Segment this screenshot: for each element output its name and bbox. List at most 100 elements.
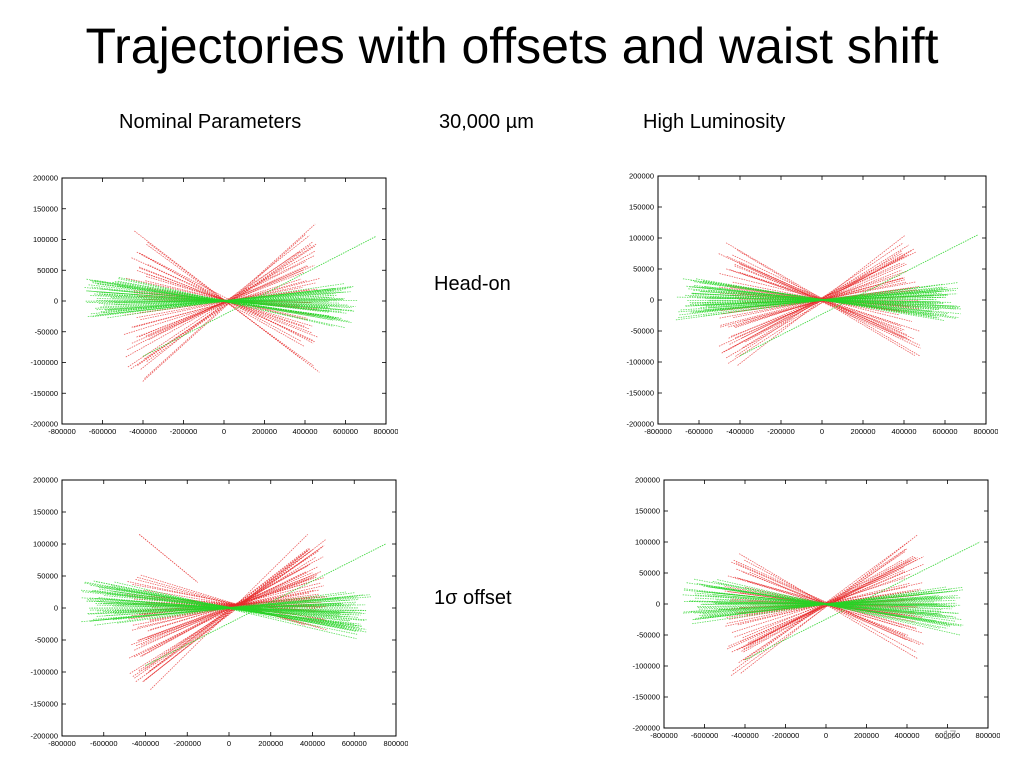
trajectory-line [96,604,356,612]
trajectory-line [709,290,942,309]
x-tick-label: -400000 [726,427,754,436]
trajectory-line [727,250,903,364]
x-tick-label: 400000 [292,427,317,436]
trajectory-line [725,249,913,359]
trajectory-line [719,273,912,322]
y-tick-label: 50000 [639,569,660,578]
trajectory-line [694,281,957,319]
trajectory-line [726,256,905,340]
slide-number: 17 [943,728,957,742]
y-tick-label: -50000 [631,327,654,336]
trajectory-line [718,262,901,347]
trajectory-line [734,576,917,630]
trajectory-line [691,296,941,304]
trajectory-line [136,251,302,342]
x-tick-label: 600000 [333,427,358,436]
y-tick-label: -100000 [30,358,58,367]
x-tick-label: -800000 [48,739,76,748]
y-tick-label: 100000 [33,540,58,549]
trajectory-line [138,534,198,583]
trajectory-line [742,571,906,636]
trajectory-line [735,562,907,641]
y-tick-label: -150000 [30,700,58,709]
trajectory-line [698,599,942,610]
trajectory-line [132,589,319,626]
trajectory-line [733,559,920,645]
trajectory-line [136,287,303,318]
trajectory-line [97,601,361,616]
y-tick-label: 0 [650,296,654,305]
trajectory-line [138,557,307,672]
x-tick-label: -200000 [173,739,201,748]
trajectory-line [708,601,954,608]
y-tick-label: 200000 [635,476,660,485]
trajectory-line [139,267,312,334]
series-green [84,236,377,357]
series-green [682,541,981,661]
y-tick-label: 150000 [33,508,58,517]
trajectory-line [133,280,307,328]
y-tick-label: -150000 [632,693,660,702]
x-tick-label: -800000 [650,731,678,740]
y-tick-label: 200000 [33,174,58,183]
trajectory-line [732,281,900,316]
trajectory-line [150,603,326,606]
x-tick-label: -600000 [89,427,117,436]
trajectory-line [718,582,950,627]
series-green [675,234,979,357]
trajectory-line [683,589,942,615]
x-tick-label: 800000 [973,427,998,436]
trajectory-line [717,579,961,636]
x-tick-label: 0 [227,739,231,748]
x-tick-label: 200000 [850,427,875,436]
x-tick-label: 200000 [854,731,879,740]
chart-nominal-head-on: 200000 150000 100000 50000 0 -50000 -100000 -15… [30,174,398,437]
trajectory-line [705,297,941,303]
y-tick-label: -200000 [30,732,58,741]
y-tick-label: -150000 [30,389,58,398]
trajectory-line [144,589,325,620]
x-tick-label: 600000 [932,427,957,436]
trajectory-line [93,580,358,635]
trajectory-line [148,556,324,651]
trajectory-line [740,564,924,642]
trajectory-line [114,281,350,322]
x-tick-label: 600000 [935,731,960,740]
x-tick-label: 600000 [342,739,367,748]
plot-area [682,534,981,676]
plot-nominal-offset: 200000 150000 100000 50000 0 -50000 -100000 -15… [8,472,408,752]
trajectory-line [731,269,902,337]
trajectory-line [719,281,916,319]
column-label-high-lumi: High Luminosity [643,111,786,133]
y-tick-label: 0 [54,604,58,613]
y-tick-label: -200000 [30,420,58,429]
trajectory-line [90,584,360,628]
y-tick-label: -50000 [35,327,58,336]
y-tick-label: 50000 [37,572,58,581]
trajectory-line [132,584,328,621]
x-tick-label: 800000 [975,731,1000,740]
trajectory-line [690,287,959,313]
plot-area [675,234,979,366]
trajectory-line [738,553,919,660]
chart-nominal-offset: 200000 150000 100000 50000 0 -50000 -100000 -15… [30,476,408,749]
trajectory-line [140,574,306,626]
x-tick-label: -200000 [767,427,795,436]
chart-high-lumi-head-on: 200000 150000 100000 50000 0 -50000 -100000 -15… [626,172,998,437]
trajectory-line [718,603,948,605]
trajectory-line [736,568,909,636]
y-tick-label: 100000 [635,538,660,547]
trajectory-line [81,597,350,618]
trajectory-line [139,252,305,347]
trajectory-line [726,268,902,327]
y-tick-label: 50000 [37,266,58,275]
y-tick-label: -100000 [626,358,654,367]
trajectory-line [712,581,940,629]
trajectory-line [703,285,931,317]
trajectory-line [744,541,981,661]
trajectory-line [135,579,321,628]
trajectory-line [743,559,909,653]
trajectory-line [150,582,308,630]
plot-area [84,223,377,382]
y-tick-label: 100000 [629,234,654,243]
